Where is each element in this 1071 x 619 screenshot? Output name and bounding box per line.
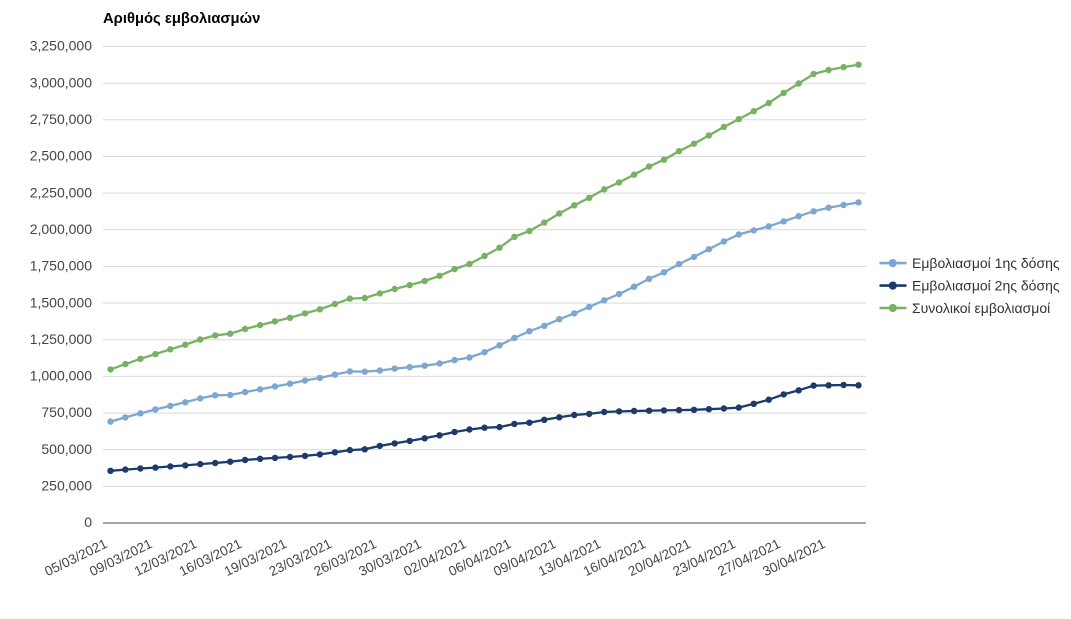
svg-text:Συνολικοί εμβολιασμοί: Συνολικοί εμβολιασμοί <box>912 300 1050 316</box>
svg-text:Αριθμός εμβολιασμών: Αριθμός εμβολιασμών <box>103 11 260 27</box>
svg-text:3,000,000: 3,000,000 <box>30 74 92 90</box>
svg-text:1,500,000: 1,500,000 <box>30 294 92 310</box>
svg-text:2,750,000: 2,750,000 <box>30 111 92 127</box>
svg-text:Εμβολιασμοί 2ης δόσης: Εμβολιασμοί 2ης δόσης <box>912 278 1060 294</box>
svg-text:3,250,000: 3,250,000 <box>30 38 92 54</box>
svg-text:1,000,000: 1,000,000 <box>30 368 92 384</box>
svg-text:2,250,000: 2,250,000 <box>30 184 92 200</box>
svg-text:Εμβολιασμοί 1ης δόσης: Εμβολιασμοί 1ης δόσης <box>912 255 1060 271</box>
svg-text:1,750,000: 1,750,000 <box>30 258 92 274</box>
svg-text:0: 0 <box>84 514 92 530</box>
svg-text:250,000: 250,000 <box>41 478 92 494</box>
svg-text:2,500,000: 2,500,000 <box>30 148 92 164</box>
svg-text:500,000: 500,000 <box>41 441 92 457</box>
svg-text:1,250,000: 1,250,000 <box>30 331 92 347</box>
svg-text:750,000: 750,000 <box>41 404 92 420</box>
svg-text:2,000,000: 2,000,000 <box>30 221 92 237</box>
